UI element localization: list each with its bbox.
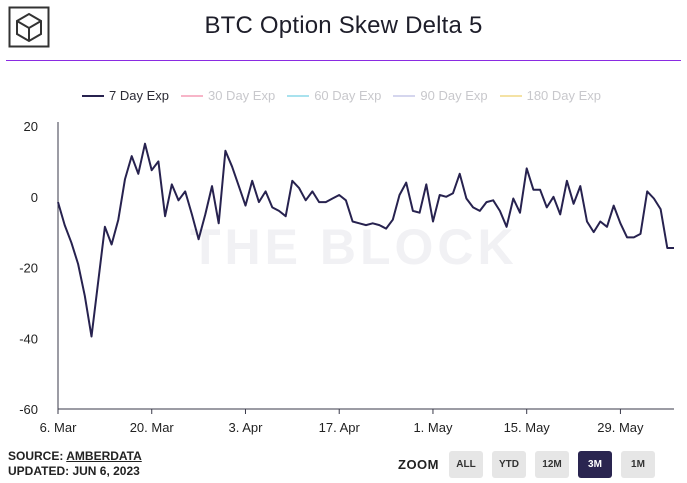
legend-item-30-day-exp[interactable]: 30 Day Exp — [180, 88, 276, 103]
legend-label-60-day-exp: 60 Day Exp — [314, 88, 382, 103]
legend-item-7-day-exp[interactable]: 7 Day Exp — [82, 88, 169, 103]
legend-item-60-day-exp[interactable]: 60 Day Exp — [287, 88, 381, 103]
legend-item-90-day-exp[interactable]: 90 Day Exp — [393, 88, 488, 103]
y-tick-label: -40 — [19, 331, 38, 346]
x-tick-label: 29. May — [597, 420, 644, 435]
x-tick-label: 3. Apr — [228, 420, 263, 435]
legend-label-7-day-exp: 7 Day Exp — [109, 88, 169, 103]
zoom-controls: ZOOM ALL YTD 12M 3M 1M — [398, 451, 664, 478]
series-line-7-day-exp — [57, 142, 674, 338]
zoom-button-12m[interactable]: 12M — [535, 451, 569, 478]
zoom-label: ZOOM — [398, 457, 439, 472]
y-tick-label: 0 — [31, 190, 38, 205]
legend-swatch-7-day-exp — [82, 94, 104, 97]
y-tick-label: -60 — [19, 402, 38, 417]
title-divider — [6, 60, 681, 61]
legend-swatch-30-day-exp — [180, 94, 203, 97]
legend-swatch-180-day-exp — [499, 94, 522, 97]
updated-date: UPDATED: JUN 6, 2023 — [8, 464, 140, 478]
x-tick-label: 17. Apr — [319, 420, 361, 435]
zoom-button-3m[interactable]: 3M — [578, 451, 612, 478]
x-tick-label: 15. May — [504, 420, 551, 435]
page-title: BTC Option Skew Delta 5 — [204, 12, 483, 39]
footer-source: SOURCE: AMBERDATA UPDATED: JUN 6, 2023 — [8, 449, 142, 479]
line-chart: 20 0 -20 -40 -606. Mar 20. Mar 3. Apr 17. Apr 1.… — [19, 119, 674, 435]
zoom-button-ytd[interactable]: YTD — [492, 451, 526, 478]
y-tick-label: -20 — [19, 261, 38, 276]
x-tick-label: 1. May — [413, 420, 453, 435]
legend-label-90-day-exp: 90 Day Exp — [420, 88, 488, 103]
source-link[interactable]: AMBERDATA — [66, 449, 142, 463]
legend-label-30-day-exp: 30 Day Exp — [207, 88, 276, 103]
chart-legend: 7 Day Exp 30 Day Exp 60 Day Exp 90 Day E… — [82, 88, 613, 103]
legend-label-180-day-exp: 180 Day Exp — [526, 88, 602, 103]
legend-swatch-90-day-exp — [393, 94, 416, 97]
zoom-button-all[interactable]: ALL — [449, 451, 483, 478]
zoom-button-1m[interactable]: 1M — [621, 451, 655, 478]
legend-item-180-day-exp[interactable]: 180 Day Exp — [499, 88, 602, 103]
the-block-logo-icon — [8, 6, 50, 48]
source-prefix: SOURCE: — [8, 449, 67, 463]
y-tick-label: 20 — [24, 119, 38, 134]
x-tick-label: 20. Mar — [130, 420, 175, 435]
x-tick-label: 6. Mar — [40, 420, 78, 435]
legend-swatch-60-day-exp — [287, 94, 310, 97]
